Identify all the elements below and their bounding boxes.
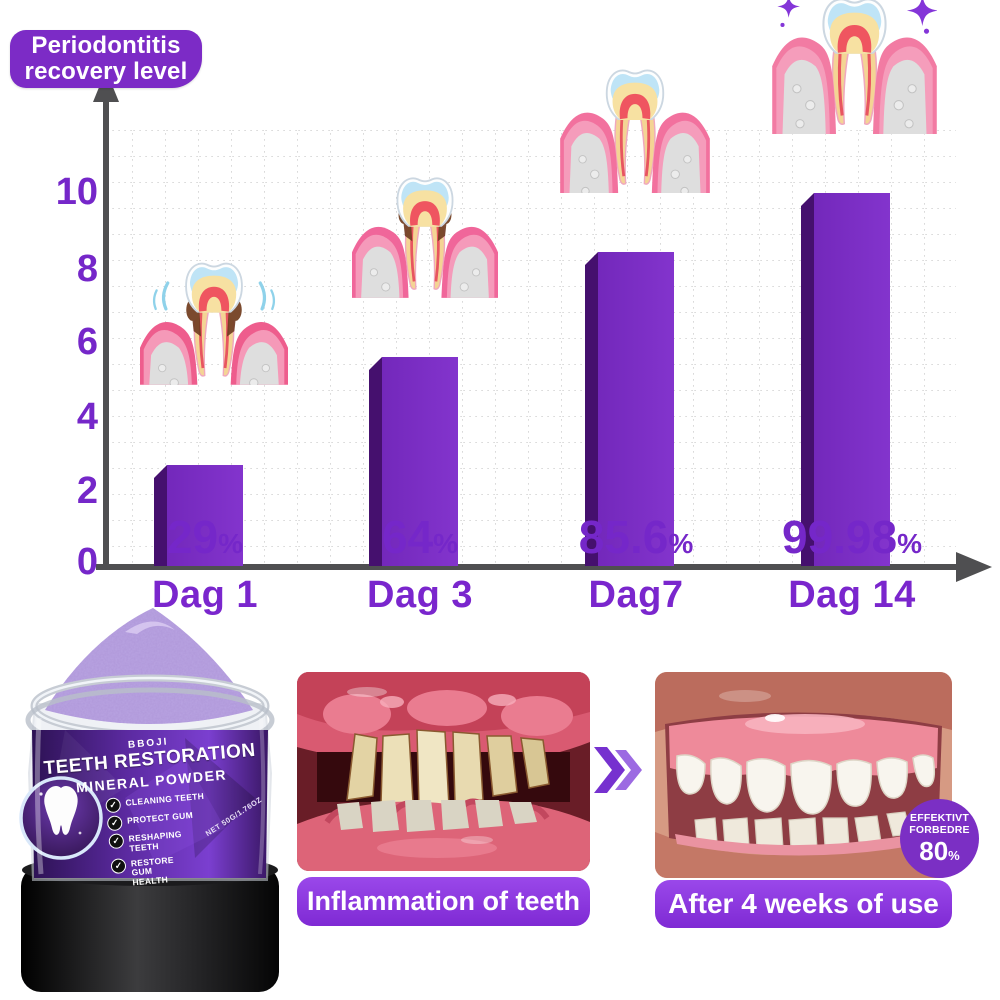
after-caption: After 4 weeks of use [655, 880, 952, 928]
bar-day1-side [154, 465, 167, 566]
tooth-moderate-periodontitis-icon [352, 170, 498, 308]
chart-title-badge: Periodontitis recovery level [10, 30, 202, 88]
x-label-day14: Dag 14 [788, 574, 916, 616]
bar-day3-face [382, 357, 458, 566]
bar-day7-side [585, 252, 598, 566]
right-axis-arrow [956, 552, 992, 582]
y-tick-2: 2 [76, 470, 98, 512]
bar-day14-face [814, 193, 890, 566]
bar-day14-side [801, 193, 814, 566]
bar-day14-value: 99.98% [781, 511, 923, 563]
x-label-day3: Dag 3 [367, 574, 473, 616]
checkmark-icon: ✓ [106, 815, 123, 832]
bar-day3-value: 64% [381, 511, 459, 563]
chart-title-line1: Periodontitis [31, 32, 181, 60]
after-photo [655, 672, 952, 878]
checkmark-icon: ✓ [110, 857, 127, 874]
double-chevron-right-arrow-icon [594, 747, 646, 798]
bar-day3-side [369, 357, 382, 566]
y-tick-6: 6 [76, 321, 98, 363]
before-caption: Inflammation of teeth [297, 877, 590, 926]
y-tick-0: 0 [76, 541, 98, 583]
checkmark-icon: ✓ [105, 797, 122, 814]
y-tick-4: 4 [76, 396, 98, 438]
x-label-day1: Dag 1 [152, 574, 258, 616]
effective-improvement-badge: EFFEKTIVT FORBEDRE 80% [900, 799, 979, 878]
product-feature-list: ✓ CLEANING TEETH ✓ PROTECT GUM ✓ RESHAPI… [105, 790, 212, 893]
chart-title-line2: recovery level [24, 58, 188, 85]
checkmark-icon: ✓ [108, 833, 125, 850]
bar-day1-face [167, 465, 243, 566]
before-photo [297, 672, 590, 871]
jar-illustration [19, 608, 279, 992]
bar-day7-value: 85.6% [578, 511, 694, 563]
x-label-day7: Dag7 [588, 574, 684, 616]
bar-day7-face [598, 252, 674, 566]
tooth-healthy-sparkling-icon [772, 0, 938, 135]
tooth-severe-periodontitis-icon [140, 255, 288, 404]
y-tick-8: 8 [76, 248, 98, 290]
y-tick-10: 10 [55, 171, 98, 213]
feature-item: ✓ RESTORE GUM HEALTH [110, 850, 211, 890]
product-jar-photo: BBOJI TEETH RESTORATION MINERAL POWDER ✓… [5, 598, 290, 995]
bar-day1-value: 29% [166, 511, 244, 563]
tooth-mild-periodontitis-icon [560, 62, 710, 196]
